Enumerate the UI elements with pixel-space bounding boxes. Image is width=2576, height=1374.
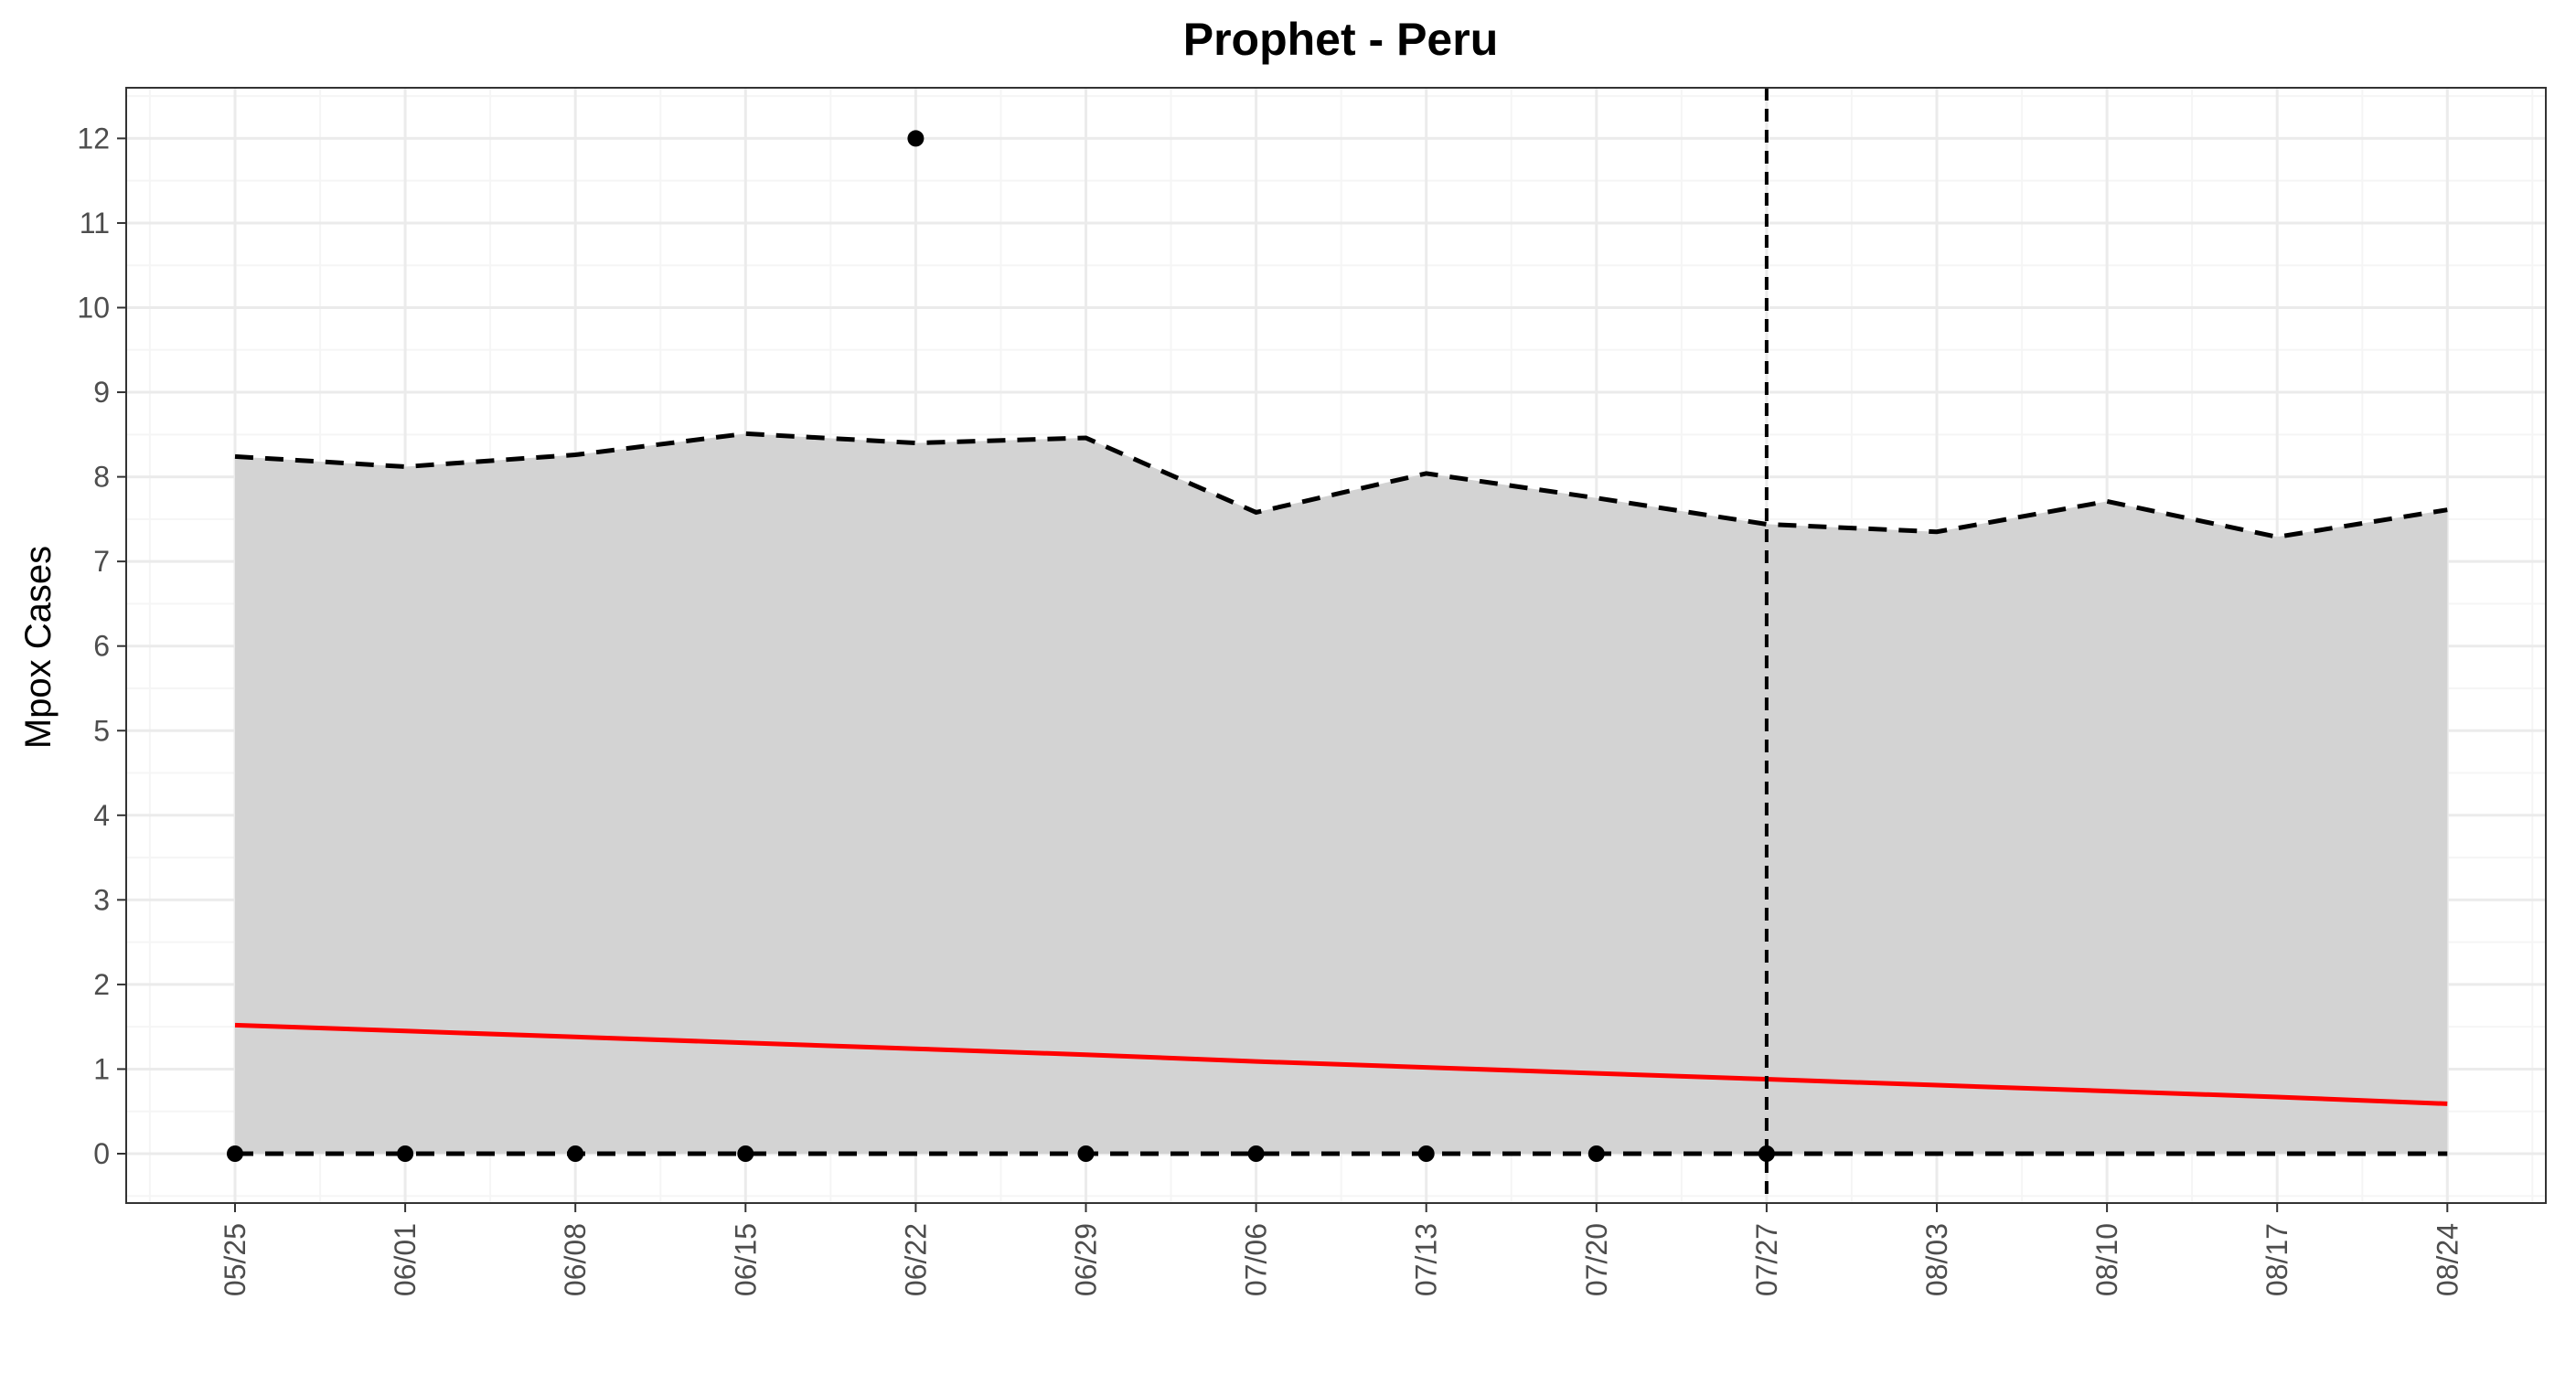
data-point (1758, 1145, 1775, 1162)
x-tick-label: 08/24 (2431, 1223, 2464, 1296)
x-tick-label: 08/03 (1920, 1223, 1953, 1296)
data-point (1077, 1145, 1095, 1162)
y-tick-label: 5 (93, 714, 110, 747)
data-point (1247, 1145, 1265, 1162)
x-tick-label: 06/01 (389, 1223, 422, 1296)
x-tick-label: 06/15 (729, 1223, 762, 1296)
y-tick-label: 1 (93, 1052, 110, 1085)
x-tick-label: 07/06 (1240, 1223, 1273, 1296)
x-tick-label: 05/25 (219, 1223, 251, 1296)
y-tick-label: 11 (80, 207, 110, 240)
x-tick-label: 06/22 (899, 1223, 932, 1296)
data-point (227, 1145, 243, 1162)
y-tick-label: 0 (93, 1137, 110, 1170)
chart-title: Prophet - Peru (1183, 14, 1498, 65)
x-tick-label: 08/17 (2261, 1223, 2293, 1296)
y-tick-label: 8 (93, 461, 110, 494)
x-tick-label: 06/29 (1070, 1223, 1103, 1296)
y-tick-label: 12 (77, 122, 110, 154)
upper-bound-line (234, 431, 2448, 539)
y-tick-label: 4 (93, 799, 110, 832)
x-tick-label: 07/20 (1580, 1223, 1613, 1296)
y-tick-label: 2 (93, 968, 110, 1001)
y-tick-label: 6 (93, 630, 110, 663)
x-tick-label: 06/08 (559, 1223, 592, 1296)
data-point (907, 130, 925, 147)
x-tick-label: 07/13 (1410, 1223, 1443, 1296)
x-tick-label: 08/10 (2090, 1223, 2123, 1296)
y-tick-label: 7 (93, 545, 110, 578)
y-tick-label: 9 (93, 376, 110, 409)
fitted-line (234, 1022, 2448, 1106)
y-tick-label: 10 (77, 292, 110, 325)
data-point (1587, 1145, 1605, 1162)
confidence-band (235, 433, 2448, 1154)
y-axis-label: Mpox Cases (18, 546, 59, 749)
y-tick-label: 3 (93, 883, 110, 916)
x-tick-label: 07/27 (1750, 1223, 1783, 1296)
data-point (737, 1145, 754, 1162)
data-point (397, 1145, 414, 1162)
data-point (567, 1145, 584, 1162)
data-point (1417, 1145, 1435, 1162)
